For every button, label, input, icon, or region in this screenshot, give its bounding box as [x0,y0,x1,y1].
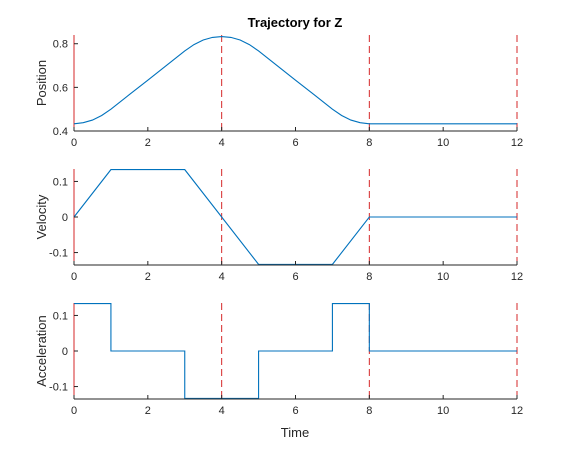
velocity-x-tick-label: 12 [511,271,523,283]
acceleration-y-tick-label: 0 [62,346,68,358]
velocity-x-tick-label: 10 [437,271,449,283]
x-axis-label: Time [281,425,309,440]
position-subplot: 0 2 4 6 8 10 12 0.4 0.6 0.8 Position [34,35,523,149]
position-x-tick-label: 2 [145,137,151,149]
velocity-x-tick-label: 4 [219,271,225,283]
acceleration-x-tick-label: 4 [219,405,225,417]
velocity-y-axis-label: Velocity [34,194,49,239]
position-y-tick-label: 0.8 [53,39,68,51]
velocity-x-tick-label: 6 [292,271,298,283]
acceleration-x-tick-label: 8 [366,405,372,417]
position-y-tick-label: 0.4 [53,126,68,138]
velocity-y-tick-label: 0 [62,212,68,224]
acceleration-x-tick-label: 2 [145,405,151,417]
position-y-axis-label: Position [34,60,49,106]
acceleration-y-tick-label: 0.1 [53,310,68,322]
velocity-x-tick-label: 8 [366,271,372,283]
acceleration-x-tick-label: 6 [292,405,298,417]
acceleration-y-tick-label: -0.1 [49,382,68,394]
velocity-series-line [73,169,517,265]
velocity-x-tick-label: 2 [145,271,151,283]
position-x-tick-label: 0 [71,137,77,149]
velocity-y-tick-label: -0.1 [49,248,68,260]
position-series-line [73,35,517,125]
velocity-y-tick-label: 0.1 [53,176,68,188]
position-x-tick-label: 6 [292,137,298,149]
acceleration-x-tick-label: 10 [437,405,449,417]
position-x-tick-label: 10 [437,137,449,149]
position-x-tick-label: 4 [219,137,225,149]
position-x-tick-label: 12 [511,137,523,149]
acceleration-x-tick-label: 12 [511,405,523,417]
chart-title: Trajectory for Z [248,15,343,30]
velocity-x-tick-label: 0 [71,271,77,283]
acceleration-x-tick-label: 0 [71,405,77,417]
position-x-tick-label: 8 [366,137,372,149]
acceleration-y-axis-label: Acceleration [34,315,49,387]
acceleration-series-line [74,303,517,399]
position-y-tick-label: 0.6 [53,82,68,94]
